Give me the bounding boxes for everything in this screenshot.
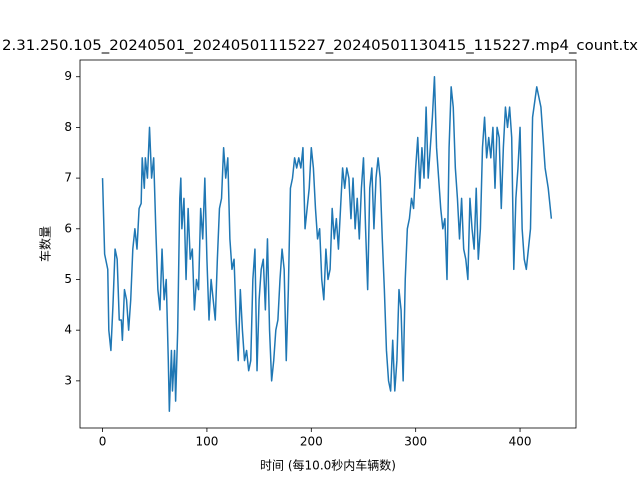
y-tick-label: 6 — [64, 221, 72, 235]
x-tick-label: 300 — [404, 435, 427, 449]
y-tick-label: 9 — [64, 69, 72, 83]
x-tick-label: 0 — [99, 435, 107, 449]
plot-frame — [79, 59, 577, 429]
y-tick-label: 5 — [64, 272, 72, 286]
y-axis-label: 车数量 — [38, 226, 53, 262]
x-tick-label: 100 — [195, 435, 218, 449]
chart-title: 2.31.250.105_20240501_20240501115227_202… — [2, 38, 638, 54]
x-axis-label: 时间 (每10.0秒内车辆数) — [260, 458, 396, 473]
x-tick-label: 200 — [300, 435, 323, 449]
y-tick-label: 8 — [64, 120, 72, 134]
y-tick-label: 7 — [64, 171, 72, 185]
y-tick-label: 4 — [64, 323, 72, 337]
y-tick-label: 3 — [64, 373, 72, 387]
data-line — [101, 75, 553, 413]
x-tick-label: 400 — [509, 435, 532, 449]
